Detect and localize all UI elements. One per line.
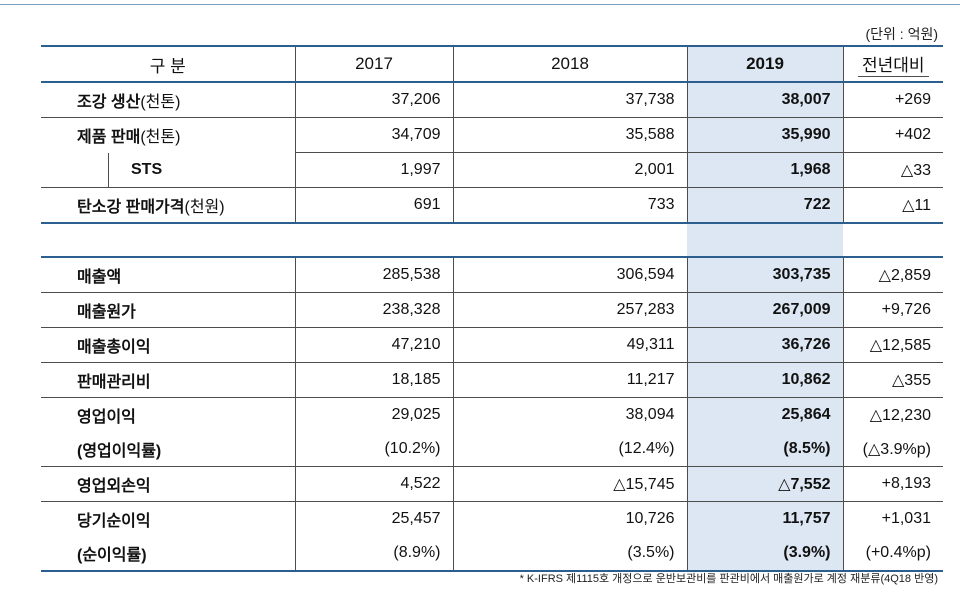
- cell-yoy: +8,193: [842, 466, 943, 502]
- row-label: (영업이익률): [41, 432, 295, 467]
- cell-2019: △7,552: [686, 466, 843, 502]
- row-label: 매출원가: [41, 292, 295, 328]
- financial-table: 구 분 2017 2018 2019 전년대비 조강 생산(천톤) 37,206…: [41, 45, 943, 572]
- table-row: 영업외손익 4,522 △15,745 △7,552 +8,193: [41, 466, 943, 502]
- header-2018: 2018: [452, 45, 687, 83]
- cell-yoy: (△3.9%p): [842, 432, 943, 467]
- cell-2019: 267,009: [686, 292, 843, 328]
- table-row: 탄소강 판매가격(천원) 691 733 722 △11: [41, 187, 943, 224]
- cell-yoy: △12,230: [842, 397, 943, 432]
- cell-2017: (10.2%): [294, 432, 453, 467]
- spacer-row: [41, 223, 943, 257]
- cell-yoy: △2,859: [842, 256, 943, 293]
- table-row: (순이익률) (8.9%) (3.5%) (3.9%) (+0.4%p): [41, 536, 943, 572]
- cell-yoy: +9,726: [842, 292, 943, 328]
- header-2017: 2017: [294, 45, 453, 83]
- cell-2017: 1,997: [294, 152, 453, 188]
- table-row: 매출총이익 47,210 49,311 36,726 △12,585: [41, 327, 943, 363]
- cell-2017: 238,328: [294, 292, 453, 328]
- footnote: * K-IFRS 제1115호 개정으로 운반보관비를 판관비에서 매출원가로 …: [519, 573, 938, 585]
- cell-2019: 38,007: [686, 82, 843, 118]
- cell-2019: (8.5%): [686, 432, 843, 467]
- row-label: (순이익률): [41, 536, 295, 572]
- cell-2017: 37,206: [294, 82, 453, 118]
- cell-2018: (12.4%): [452, 432, 687, 467]
- cell-2019: 35,990: [686, 117, 843, 153]
- row-label: 제품 판매(천톤): [77, 129, 181, 147]
- table-row: 매출원가 238,328 257,283 267,009 +9,726: [41, 292, 943, 328]
- table-row: 제품 판매(천톤) 34,709 35,588 35,990 +402: [41, 117, 943, 153]
- cell-2019: 303,735: [686, 256, 843, 293]
- cell-2019: 11,757: [686, 501, 843, 536]
- cell-yoy: +1,031: [842, 501, 943, 536]
- cell-2018: 733: [452, 187, 687, 224]
- cell-2018: 306,594: [452, 256, 687, 293]
- cell-yoy: +269: [842, 82, 943, 118]
- cell-2018: 35,588: [452, 117, 687, 153]
- cell-2018: 2,001: [452, 152, 687, 188]
- unit-note: (단위 : 억원): [865, 26, 938, 42]
- header-2019: 2019: [686, 45, 843, 83]
- cell-yoy: △355: [842, 362, 943, 398]
- row-label: 판매관리비: [41, 362, 295, 398]
- table-row: 당기순이익 25,457 10,726 11,757 +1,031: [41, 501, 943, 536]
- cell-yoy: +402: [842, 117, 943, 153]
- cell-2019: (3.9%): [686, 536, 843, 572]
- cell-2017: 285,538: [294, 256, 453, 293]
- cell-2017: 34,709: [294, 117, 453, 153]
- cell-2019: 722: [686, 187, 843, 224]
- cell-2019: 1,968: [686, 152, 843, 188]
- cell-2017: 4,522: [294, 466, 453, 502]
- row-label: 당기순이익: [77, 513, 151, 530]
- top-rule: [0, 4, 960, 5]
- cell-2019: 10,862: [686, 362, 843, 398]
- header-yoy: 전년대비: [842, 45, 943, 83]
- header-label: 구 분: [41, 45, 295, 83]
- row-label: 매출총이익: [41, 327, 295, 363]
- cell-2018: 10,726: [452, 501, 687, 536]
- cell-2018: 38,094: [452, 397, 687, 432]
- row-label: 조강 생산(천톤): [41, 82, 295, 118]
- cell-2018: (3.5%): [452, 536, 687, 572]
- row-label: 영업외손익: [41, 466, 295, 502]
- cell-yoy: (+0.4%p): [842, 536, 943, 572]
- row-label: 탄소강 판매가격(천원): [41, 187, 295, 224]
- table-header: 구 분 2017 2018 2019 전년대비: [41, 45, 943, 83]
- cell-2017: (8.9%): [294, 536, 453, 572]
- cell-2017: 29,025: [294, 397, 453, 432]
- cell-2018: 11,217: [452, 362, 687, 398]
- table-row: 판매관리비 18,185 11,217 10,862 △355: [41, 362, 943, 398]
- table-row: (영업이익률) (10.2%) (12.4%) (8.5%) (△3.9%p): [41, 432, 943, 467]
- cell-2018: 257,283: [452, 292, 687, 328]
- cell-2017: 47,210: [294, 327, 453, 363]
- table-row: 조강 생산(천톤) 37,206 37,738 38,007 +269: [41, 82, 943, 118]
- table-row: STS 1,997 2,001 1,968 △33: [41, 152, 943, 188]
- table-row: 영업이익 29,025 38,094 25,864 △12,230: [41, 397, 943, 432]
- cell-yoy: △33: [842, 152, 943, 188]
- cell-2019: 25,864: [686, 397, 843, 432]
- row-label: STS: [41, 152, 295, 188]
- cell-2017: 691: [294, 187, 453, 224]
- row-label: 매출액: [41, 256, 295, 293]
- cell-2017: 18,185: [294, 362, 453, 398]
- row-label: 영업이익: [77, 409, 136, 426]
- cell-2018: 49,311: [452, 327, 687, 363]
- cell-2018: 37,738: [452, 82, 687, 118]
- table-row: 매출액 285,538 306,594 303,735 △2,859: [41, 256, 943, 293]
- cell-2018: △15,745: [452, 466, 687, 502]
- cell-yoy: △11: [842, 187, 943, 224]
- cell-yoy: △12,585: [842, 327, 943, 363]
- cell-2017: 25,457: [294, 501, 453, 536]
- cell-2019: 36,726: [686, 327, 843, 363]
